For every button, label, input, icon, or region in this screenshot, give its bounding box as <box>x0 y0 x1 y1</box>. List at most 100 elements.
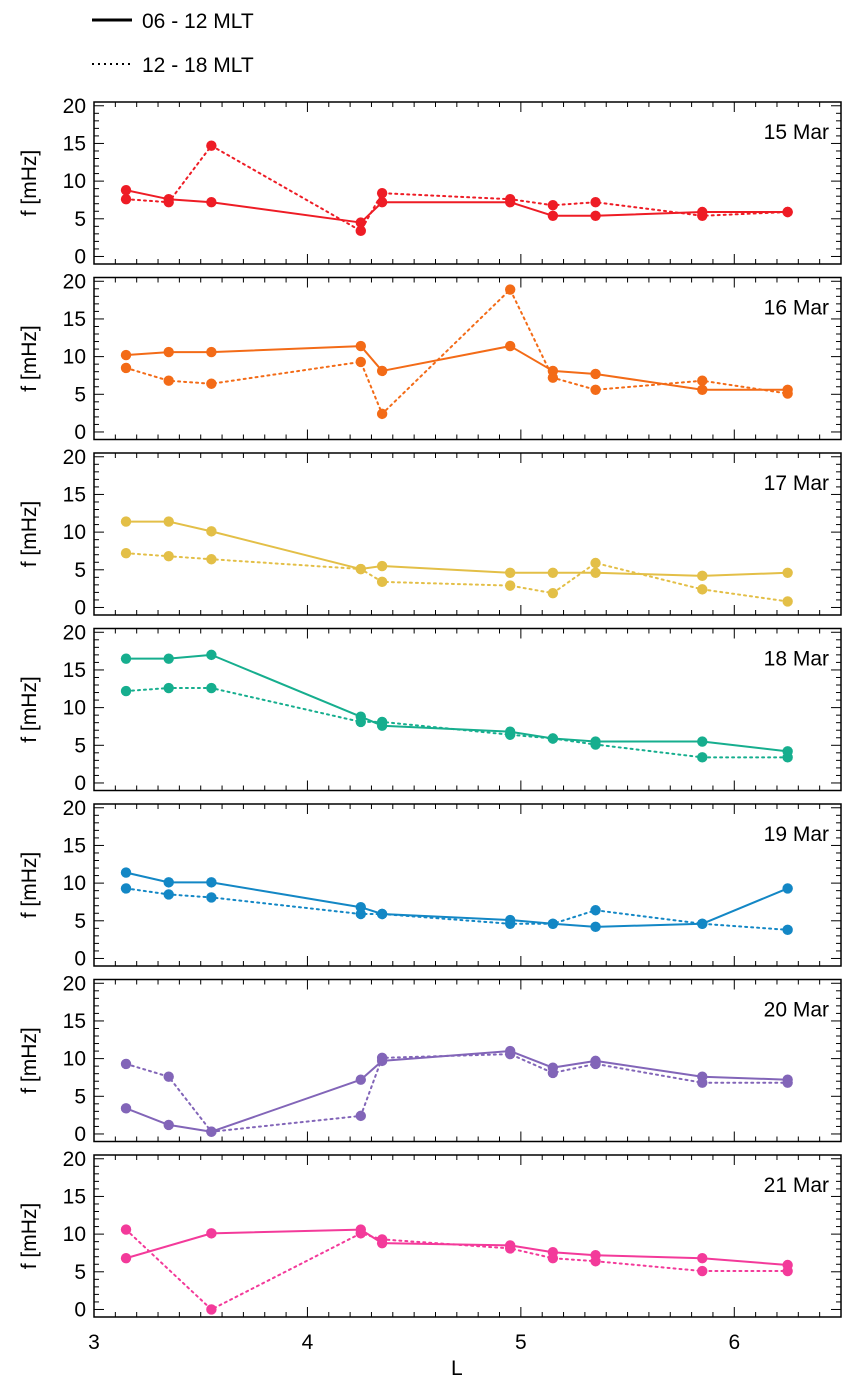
panel-20-mar-solid-point <box>120 1103 132 1114</box>
panel-19-mar-dotted-point <box>590 905 601 916</box>
panel-21-mar-dotted-line <box>125 1228 789 1311</box>
panel-17-mar-dotted-point <box>163 551 174 562</box>
panel-17-mar-dotted-point <box>355 563 366 575</box>
panel-15-mar-label: 15 Mar <box>764 121 829 144</box>
panel-20-mar-dotted-point <box>163 1071 174 1082</box>
panel-15-mar-ytick-label: 15 <box>63 132 86 155</box>
panel-21-mar-dotted-point <box>782 1265 793 1277</box>
panel-17-mar-ytick-label: 5 <box>74 559 86 582</box>
panel-19-mar-solid-point <box>782 883 793 894</box>
panel-17-mar-dotted-point <box>782 596 793 607</box>
panel-20-mar-dotted-point <box>782 1077 793 1088</box>
panel-18-mar-dotted-point <box>590 739 601 750</box>
panel-21-mar-dotted-point <box>697 1265 708 1277</box>
panel-15-mar-ytick-label: 0 <box>74 245 86 268</box>
panel-15-mar-solid-line <box>125 189 789 224</box>
panel-17-mar-solid-point <box>163 516 174 527</box>
panel-20-mar-label: 20 Mar <box>764 999 829 1022</box>
panel-18-mar-ylabel: f [mHz] <box>18 676 41 743</box>
panel-18-mar-dotted-line <box>125 687 789 759</box>
panel-15-mar-dotted-point <box>376 187 388 199</box>
panel-17-mar-dotted-point <box>376 576 388 588</box>
panel-20-mar-dotted-point <box>590 1058 601 1070</box>
panel-18-mar-frame <box>93 627 842 792</box>
panel-19-mar-dotted-point <box>547 918 559 930</box>
panel-21-mar-ytick-label: 5 <box>74 1261 86 1284</box>
panel-20-mar-label-bg <box>741 996 827 1023</box>
panel-19-mar-solid-point <box>120 867 132 878</box>
xtick-label: 6 <box>728 1331 740 1354</box>
panel-15-mar-dotted-point <box>590 197 601 208</box>
panel-16-mar-ytick-label: 15 <box>63 308 86 331</box>
panel-20-mar-solid-point <box>163 1119 174 1131</box>
panel-21-mar-ytick-label: 0 <box>74 1298 86 1321</box>
panel-19-mar-dotted-point <box>355 908 366 920</box>
panel-18-mar-dotted-point <box>163 682 174 694</box>
panel-16-mar-dotted-point <box>697 375 708 386</box>
panel-18-mar-label: 18 Mar <box>764 648 829 671</box>
panel-18-mar-solid-point <box>120 653 132 664</box>
panel-17-mar-solid-point <box>590 567 601 579</box>
panel-16-mar-dotted-line <box>125 288 789 415</box>
panel-16-mar-frame <box>93 276 842 441</box>
panel-16-mar-dotted-point <box>163 375 174 386</box>
panel-17-mar-solid-line <box>125 520 789 577</box>
panel-15-mar-solid-point <box>355 217 366 228</box>
panel-15-mar-dotted-point <box>782 206 793 218</box>
panel-16-mar-dotted-point <box>120 362 132 374</box>
panel-17-mar-dotted-point <box>590 557 601 569</box>
panel-17-mar-solid-point <box>376 560 388 572</box>
panel-15-mar-ytick-label: 20 <box>63 95 86 118</box>
panel-19-mar-dotted-point <box>120 883 132 894</box>
xtick-label: 4 <box>302 1331 314 1354</box>
panel-17-mar-dotted-point <box>504 580 516 591</box>
panel-15-mar-label-bg <box>741 119 827 145</box>
panel-21-mar-dotted-point <box>590 1256 601 1267</box>
panel-21-mar-ytick-label: 20 <box>63 1148 86 1171</box>
panel-20-mar-ytick-label: 15 <box>63 1010 86 1033</box>
panel-19-mar-dotted-point <box>376 908 388 920</box>
panel-17-mar-dotted-line <box>125 552 789 603</box>
panel-19-mar-ytick-label: 5 <box>74 910 86 933</box>
panel-16-mar-ytick-label: 5 <box>74 383 86 406</box>
panel-16-mar-ytick-label: 0 <box>74 421 86 444</box>
panel-15-mar-solid-point <box>547 210 559 221</box>
panel-15-mar-frame <box>93 101 842 265</box>
panel-17-mar-ytick-label: 20 <box>63 446 86 469</box>
panel-21-mar-ytick-label: 10 <box>63 1223 86 1246</box>
panel-20-mar-solid-line <box>125 1050 789 1133</box>
legend-label-dotted: 12 - 18 MLT <box>142 54 254 77</box>
panel-20-mar-dotted-point <box>697 1077 708 1088</box>
panel-15-mar-dotted-point <box>206 140 217 151</box>
panel-17-mar-dotted-point <box>206 554 217 565</box>
panel-17-mar-solid-point <box>206 526 217 537</box>
panel-15-mar-dotted-point <box>163 197 174 208</box>
panel-21-mar-dotted-point <box>376 1234 388 1245</box>
panel-16-mar-dotted-point <box>782 388 793 399</box>
panel-16-mar-label: 16 Mar <box>764 297 829 320</box>
xtick-label: 3 <box>88 1331 100 1354</box>
panel-20-mar-ytick-label: 5 <box>74 1085 86 1108</box>
panel-17-mar-label: 17 Mar <box>764 472 829 495</box>
panel-16-mar-solid-point <box>355 340 366 352</box>
panel-20-mar-ylabel: f [mHz] <box>18 1027 41 1094</box>
panel-17-mar-solid-point <box>697 570 708 582</box>
panel-21-mar-label: 21 Mar <box>764 1174 829 1197</box>
panel-18-mar-ytick-label: 15 <box>63 659 86 682</box>
panel-16-mar-ylabel: f [mHz] <box>18 325 41 392</box>
panel-20-mar-ytick-label: 20 <box>63 972 86 995</box>
panel-19-mar-frame <box>93 803 842 967</box>
panel-15-mar-solid-point <box>590 210 601 221</box>
panel-16-mar-dotted-point <box>504 284 516 295</box>
panel-19-mar-ytick-label: 10 <box>63 872 86 895</box>
panel-21-mar-solid-point <box>206 1228 217 1239</box>
panel-19-mar-ylabel: f [mHz] <box>18 852 41 919</box>
panel-15-mar-dotted-point <box>504 194 516 205</box>
panel-18-mar-ytick-label: 20 <box>63 621 86 644</box>
panel-16-mar-solid-point <box>697 384 708 395</box>
panel-15-mar-ytick-label: 10 <box>63 170 86 193</box>
panel-16-mar-solid-point <box>504 340 516 352</box>
panel-16-mar-solid-line <box>125 345 789 391</box>
panel-15-mar-dotted-point <box>355 225 366 237</box>
